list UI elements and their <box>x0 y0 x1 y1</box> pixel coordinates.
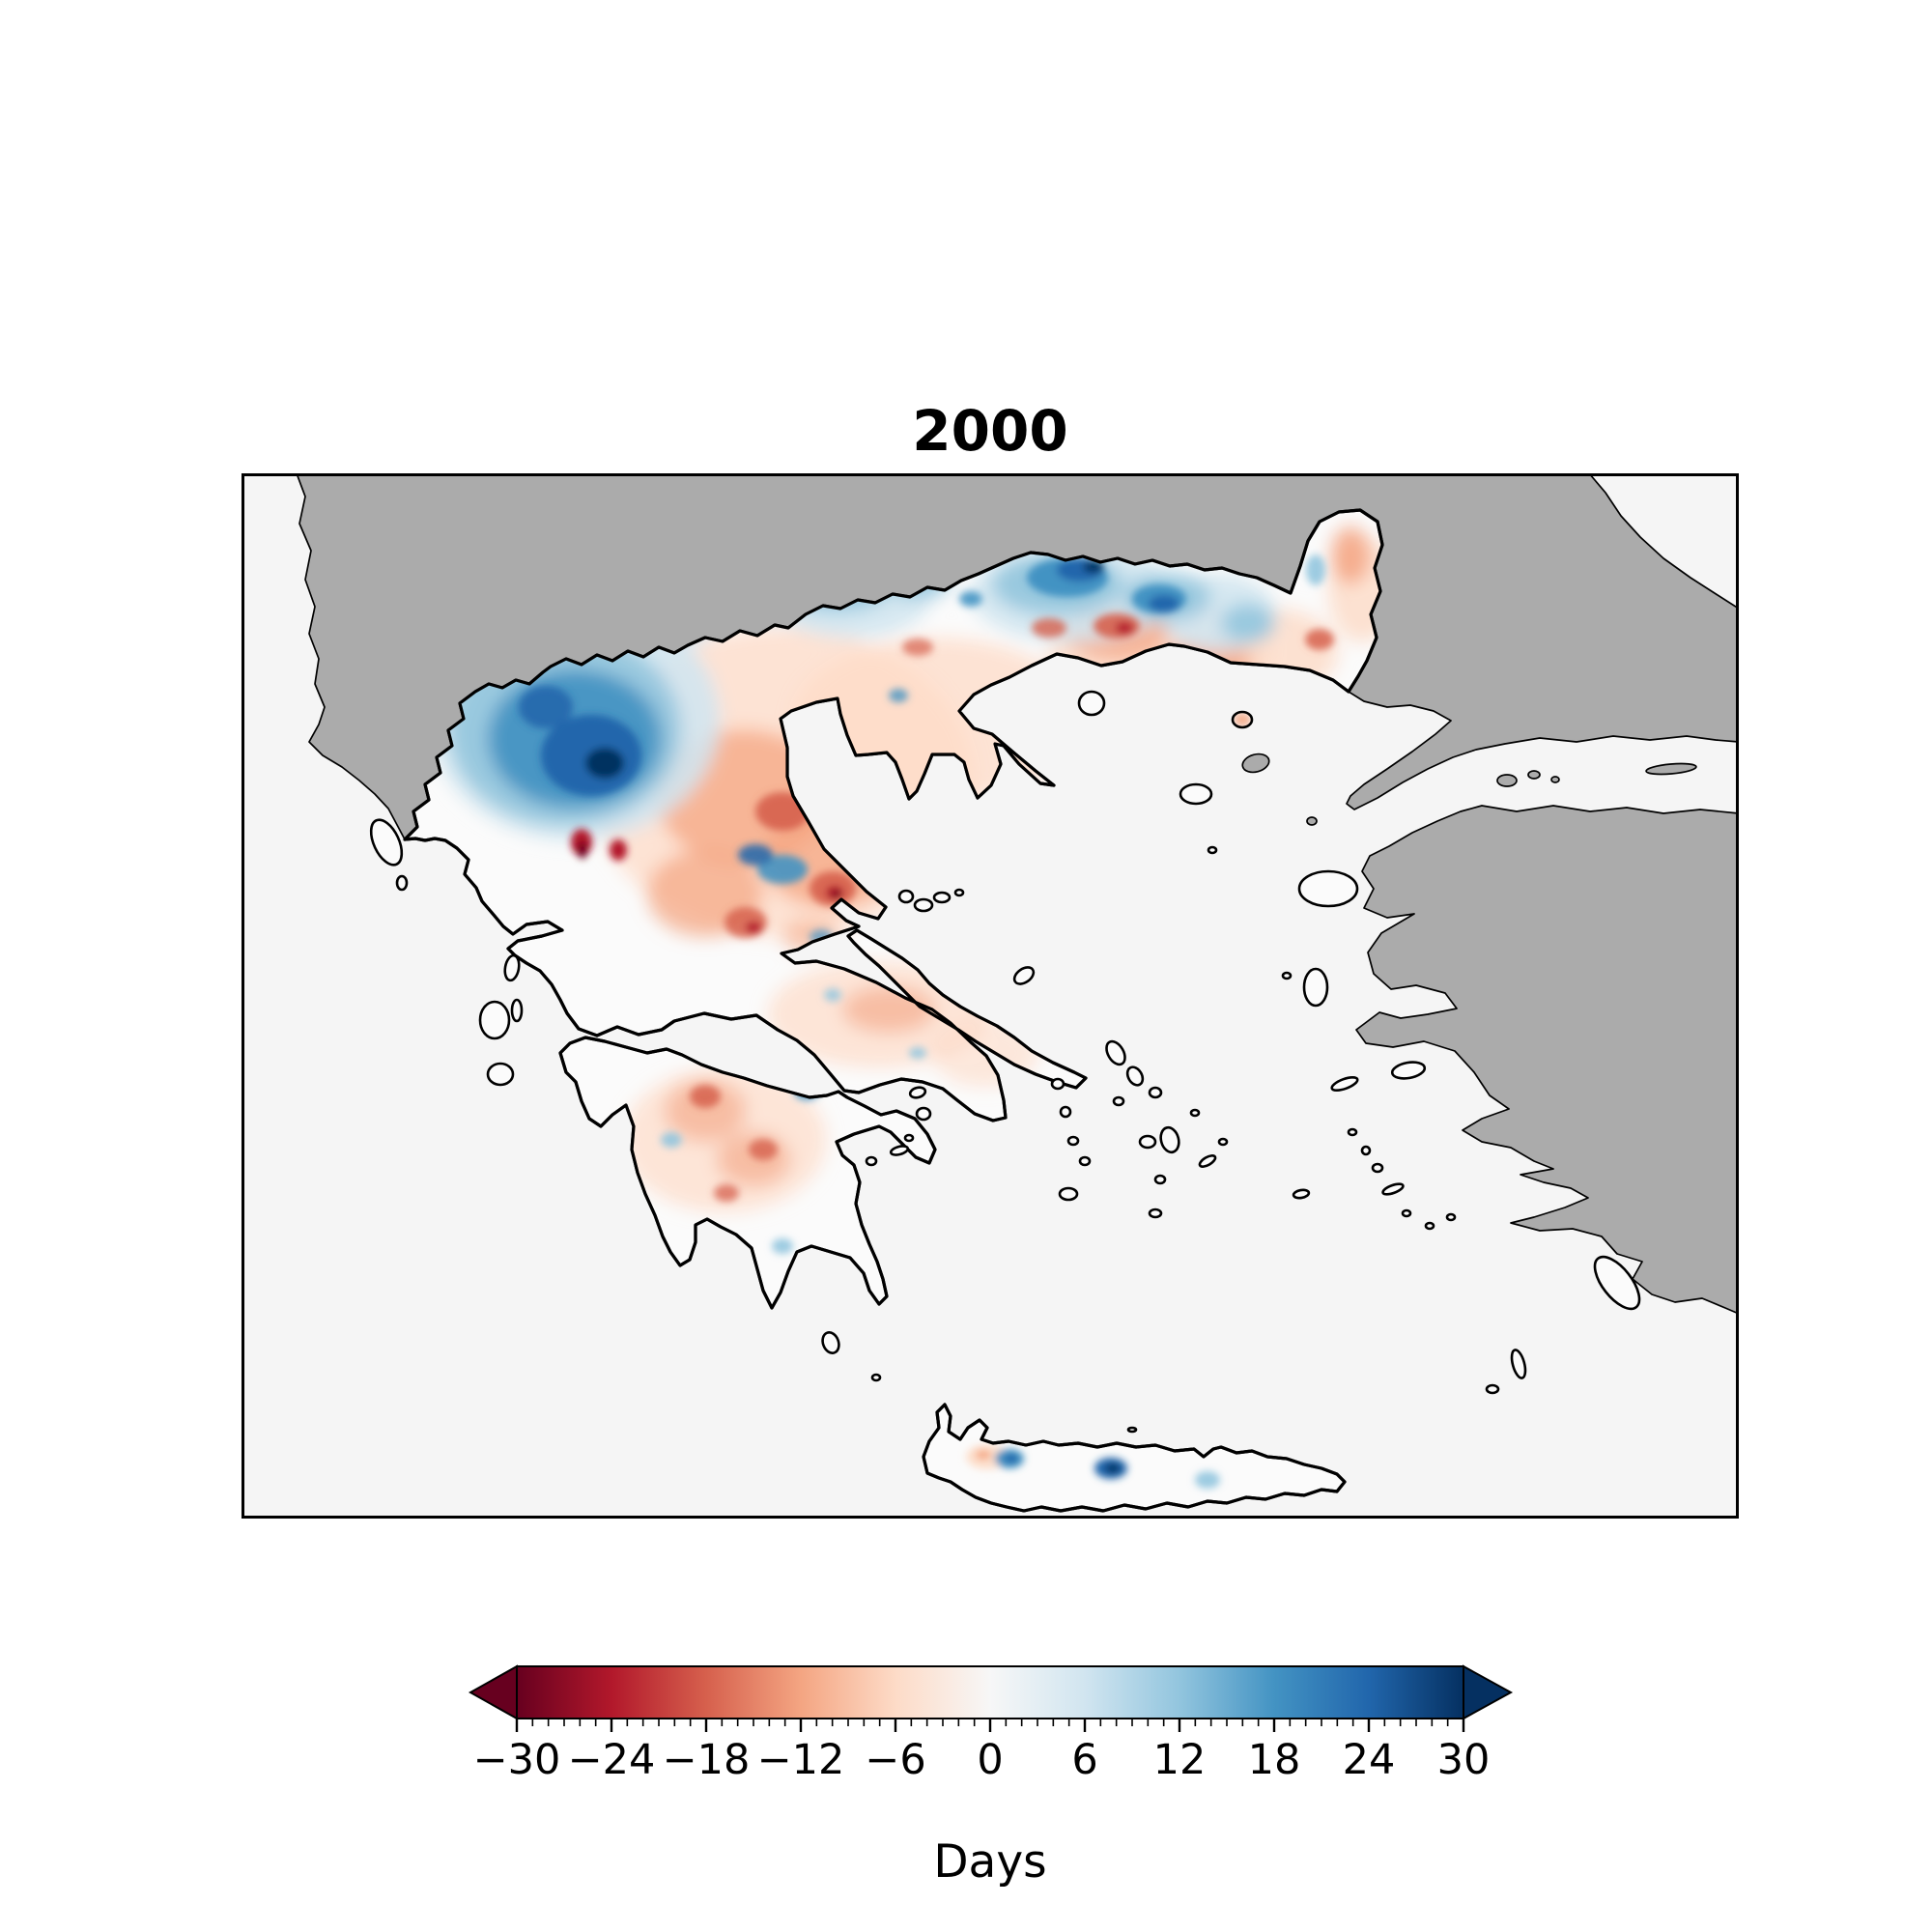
island-kythira <box>821 1331 840 1354</box>
colorbar: −30 −24 −18 −12 −6 0 6 12 18 24 30 Days <box>444 1652 1546 1903</box>
island-cyclades-small-1 <box>1189 1108 1201 1118</box>
island-lefkada <box>503 953 521 982</box>
land-anatolia <box>1355 805 1739 1315</box>
colorbar-canvas: −30 −24 −18 −12 −6 0 6 12 18 24 30 Days <box>468 1664 1514 1889</box>
island-zakynthos <box>486 1062 515 1087</box>
island-kos <box>1381 1182 1405 1196</box>
map-canvas <box>242 473 1739 1519</box>
colorbar-tick-label: 30 <box>1437 1736 1491 1784</box>
island-salamina <box>908 1086 927 1099</box>
island-nisyros <box>1401 1208 1412 1218</box>
colorbar-over-arrow <box>1463 1664 1514 1720</box>
colorbar-tick-label: 24 <box>1343 1736 1396 1784</box>
island-tinos <box>1125 1065 1145 1087</box>
island-ios <box>1153 1174 1167 1185</box>
island-tenedos <box>1306 816 1318 826</box>
greek-islands <box>369 690 1641 1434</box>
island-lesbos <box>1297 869 1359 908</box>
island-santorini <box>1148 1208 1163 1219</box>
island-skyros <box>1012 966 1036 985</box>
island-patmos <box>1347 1127 1358 1137</box>
colorbar-tick-label: −12 <box>757 1736 845 1784</box>
island-ikaria <box>1330 1075 1359 1093</box>
island-kefalonia <box>478 1000 511 1040</box>
island-marmara-1 <box>1496 774 1518 787</box>
island-chios <box>1302 967 1329 1008</box>
island-tilos <box>1424 1221 1435 1231</box>
island-kythnos <box>1059 1105 1072 1119</box>
island-mykonos <box>1148 1086 1163 1099</box>
island-cyclades-small-2 <box>1217 1137 1229 1147</box>
island-hydra <box>889 1145 910 1156</box>
colorbar-under-arrow <box>468 1664 518 1720</box>
island-marmara-2 <box>1527 770 1541 780</box>
island-psara <box>1281 971 1293 980</box>
island-spetses <box>865 1155 878 1167</box>
island-agios-efstratios <box>1207 845 1218 855</box>
island-leros <box>1360 1145 1372 1156</box>
island-kalymnos <box>1371 1162 1384 1174</box>
island-antikythira <box>870 1373 882 1382</box>
colorbar-gradient-bar <box>516 1665 1464 1719</box>
island-naxos <box>1159 1125 1180 1154</box>
colorbar-tick-label: −24 <box>568 1736 656 1784</box>
colorbar-tick-label: 12 <box>1153 1736 1207 1784</box>
colorbar-tick-label: 6 <box>1071 1736 1097 1784</box>
island-skiathos <box>897 889 915 904</box>
island-kea <box>1050 1077 1065 1091</box>
island-samos <box>1390 1061 1427 1080</box>
figure-title: 2000 <box>912 398 1068 464</box>
island-sifnos <box>1078 1155 1092 1167</box>
island-dia <box>1126 1426 1138 1434</box>
map-frame <box>242 473 1739 1519</box>
island-milos <box>1058 1186 1079 1202</box>
island-skopelos <box>913 897 934 913</box>
colorbar-tick-label: −18 <box>663 1736 751 1784</box>
island-alonissos <box>932 891 952 904</box>
island-symi <box>1445 1212 1457 1222</box>
island-sporades-small <box>953 888 965 897</box>
island-amorgos <box>1198 1154 1217 1168</box>
island-limnos <box>1179 782 1213 806</box>
island-astypalea <box>1292 1188 1311 1200</box>
island-imbros <box>1241 753 1270 774</box>
colorbar-ticks: −30 −24 −18 −12 −6 0 6 12 18 24 30 <box>473 1719 1491 1784</box>
island-marmara-3 <box>1550 776 1560 783</box>
island-corfu <box>369 818 404 867</box>
map-panel <box>242 473 1739 1519</box>
island-marmara-4 <box>1645 762 1697 776</box>
colorbar-tick-label: −6 <box>865 1736 925 1784</box>
island-thasos <box>1077 690 1106 717</box>
island-aegina <box>915 1106 932 1122</box>
island-poros <box>903 1133 915 1143</box>
island-karpathos <box>1510 1349 1527 1379</box>
colorbar-tick-label: 0 <box>977 1736 1003 1784</box>
island-paros <box>1138 1134 1157 1150</box>
island-andros <box>1105 1039 1126 1066</box>
island-serifos <box>1066 1135 1080 1147</box>
island-kasos <box>1485 1383 1500 1395</box>
island-rhodes <box>1593 1255 1641 1311</box>
colorbar-tick-label: −30 <box>473 1736 561 1784</box>
colorbar-tick-label: 18 <box>1248 1736 1301 1784</box>
island-syros <box>1112 1095 1125 1107</box>
island-paxoi <box>395 874 409 892</box>
colorbar-axis-label: Days <box>933 1835 1046 1889</box>
island-ithaki <box>510 998 524 1023</box>
